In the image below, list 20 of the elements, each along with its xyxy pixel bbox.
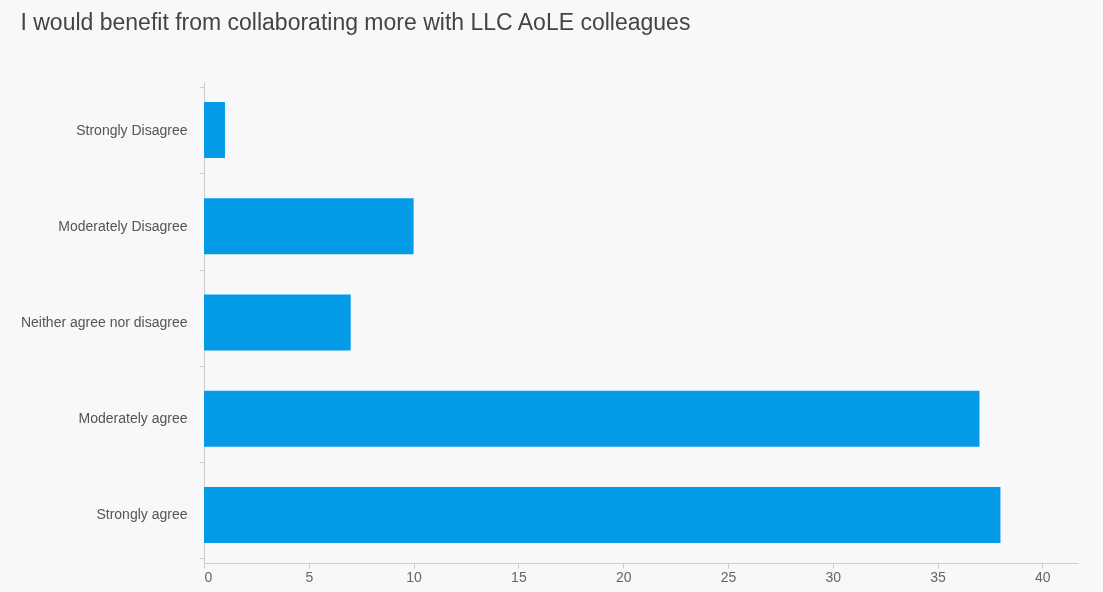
x-tick-label: 20 (615, 568, 632, 585)
y-tick-label: Strongly agree (96, 506, 188, 523)
x-tick-label: 25 (720, 568, 737, 585)
y-tick-label: Neither agree nor disagree (20, 314, 188, 330)
x-tick-label: 0 (204, 568, 213, 585)
y-tick-label: Strongly Disagree (76, 121, 188, 138)
x-tick-label: 5 (305, 568, 314, 585)
x-tick-label: 10 (406, 568, 423, 585)
bar (204, 390, 980, 447)
bar (204, 486, 1001, 543)
x-tick-label: 15 (511, 568, 527, 585)
x-tick-label: 30 (825, 568, 842, 585)
x-tick-label: 35 (930, 568, 947, 585)
chart-title: I would benefit from collaborating more with LLC AoLE colleagues (20, 9, 691, 35)
bar (204, 102, 225, 159)
y-tick-label: Moderately Disagree (58, 217, 188, 234)
y-tick-label: Moderately agree (78, 410, 188, 427)
bar (204, 294, 351, 351)
bar (204, 198, 414, 255)
x-tick-label: 40 (1035, 568, 1051, 585)
